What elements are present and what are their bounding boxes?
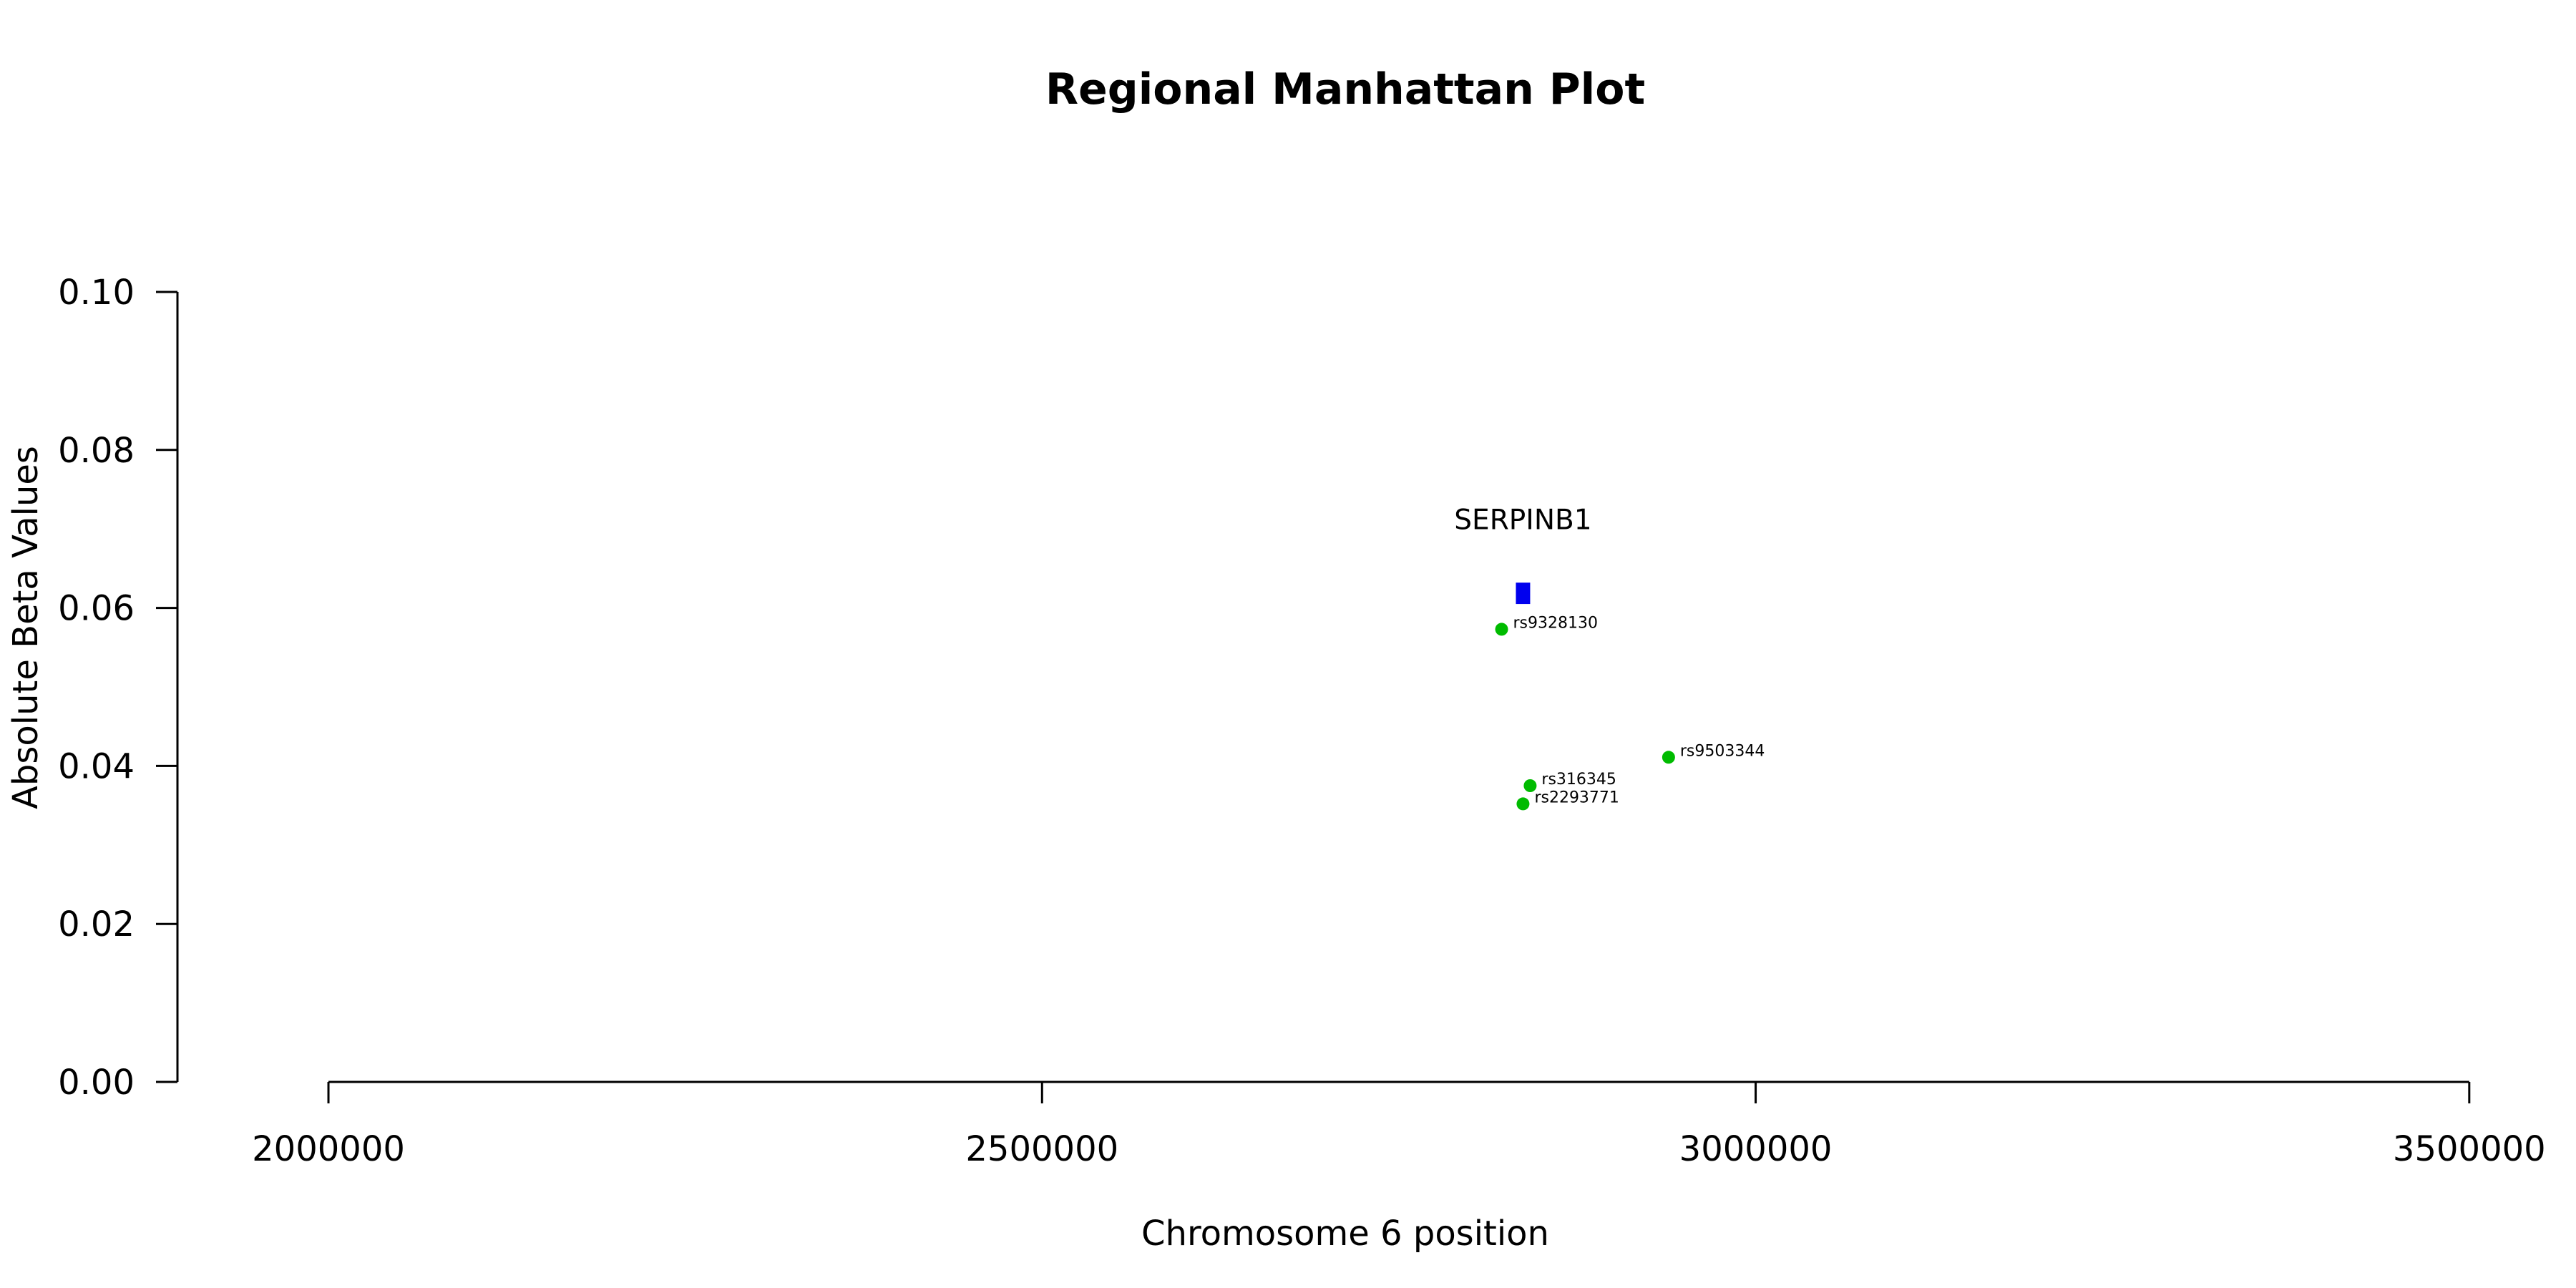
snp-label: rs9328130 bbox=[1513, 614, 1599, 632]
y-tick-label: 0.00 bbox=[58, 1063, 135, 1103]
snp-point bbox=[1523, 779, 1537, 792]
x-tick-label: 3000000 bbox=[1679, 1129, 1833, 1169]
y-axis-label: Absolute Beta Values bbox=[6, 446, 46, 809]
y-axis: 0.00 0.02 0.04 0.06 0.08 0.10 bbox=[58, 273, 179, 1103]
snp-label: rs316345 bbox=[1541, 771, 1616, 789]
gene-layer: SERPINB1 bbox=[1454, 504, 1592, 605]
snp-label: rs2293771 bbox=[1534, 789, 1619, 806]
x-tick-label: 3500000 bbox=[2393, 1129, 2546, 1169]
chart-title: Regional Manhattan Plot bbox=[1045, 64, 1645, 114]
gene-bar bbox=[1516, 582, 1531, 605]
snp-label: rs9503344 bbox=[1680, 742, 1765, 760]
y-tick-label: 0.06 bbox=[58, 589, 135, 629]
y-tick-label: 0.02 bbox=[58, 904, 135, 945]
y-tick-label: 0.08 bbox=[58, 431, 135, 471]
snp-point bbox=[1516, 797, 1530, 811]
snp-point bbox=[1495, 623, 1508, 636]
y-tick-label: 0.10 bbox=[58, 273, 135, 313]
x-axis: 2000000 2500000 3000000 3500000 bbox=[252, 1080, 2546, 1169]
x-axis-label: Chromosome 6 position bbox=[1141, 1214, 1549, 1254]
y-tick-label: 0.04 bbox=[58, 746, 135, 786]
gene-label: SERPINB1 bbox=[1454, 504, 1591, 536]
snp-point bbox=[1662, 751, 1675, 764]
x-tick-label: 2500000 bbox=[965, 1129, 1118, 1169]
x-tick-label: 2000000 bbox=[252, 1129, 405, 1169]
